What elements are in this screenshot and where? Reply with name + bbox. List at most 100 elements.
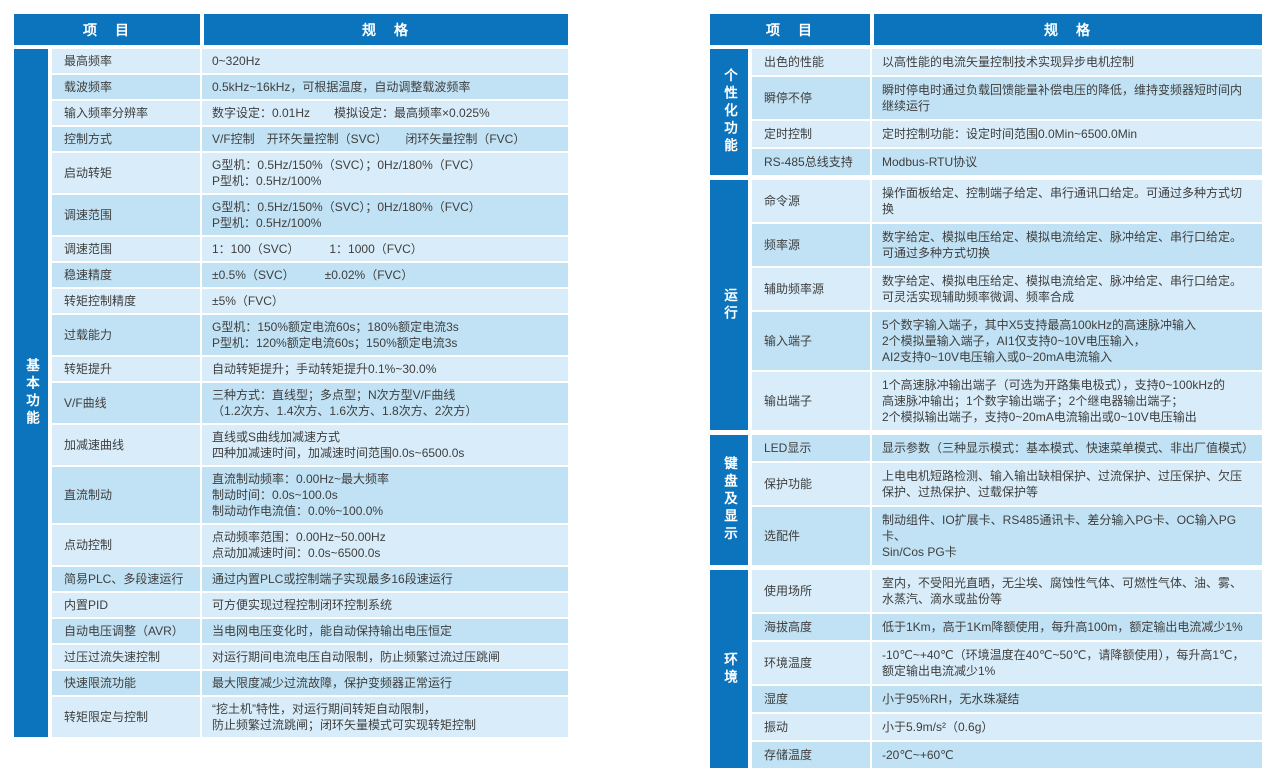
spec-cell: 1：100（SVC） 1：1000（FVC） xyxy=(202,237,568,261)
spec-cell: Modbus-RTU协议 xyxy=(872,149,1262,175)
spec-cell: 数字给定、模拟电压给定、模拟电流给定、脉冲给定、串行口给定。 可灵活实现辅助频率微… xyxy=(872,268,1262,310)
item-cell: 转矩提升 xyxy=(52,357,200,381)
spec-cell: 低于1Km，高于1Km降额使用，每升高100m，额定输出电流减少1% xyxy=(872,614,1262,640)
spec-line: （1.2次方、1.4次方、1.6次方、1.8次方、2次方） xyxy=(212,404,478,418)
spec-cell: 以高性能的电流矢量控制技术实现异步电机控制 xyxy=(872,49,1262,75)
spec-line: 上电电机短路检测、输入输出缺相保护、过流保护、过压保护、欠压 xyxy=(882,469,1243,483)
spec-line: G型机：0.5Hz/150%（SVC）；0Hz/180%（FVC） xyxy=(212,158,481,172)
item-cell: 振动 xyxy=(752,714,870,740)
item-cell: 频率源 xyxy=(752,224,870,266)
item-cell: 输出端子 xyxy=(752,372,870,430)
item-cell: 载波频率 xyxy=(52,75,200,99)
spec-line: G型机：150%额定电流60s；180%额定电流3s xyxy=(212,320,459,334)
spec-line: 四种加减速时间，加减速时间范围0.0s~6500.0s xyxy=(212,446,465,460)
spec-group: 键盘及显示 LED显示 显示参数（三种显示模式：基本模式、快速菜单模式、非出厂值模式… xyxy=(710,435,1262,565)
spec-line: 小于95%RH，无水珠凝结 xyxy=(882,692,1020,706)
spec-line: AI2支持0~10V电压输入或0~20mA电流输入 xyxy=(882,350,1113,364)
spec-line: 可灵活实现辅助频率微调、频率合成 xyxy=(882,290,1075,304)
spec-cell: 对运行期间电流电压自动限制，防止频繁过流过压跳闸 xyxy=(202,645,568,669)
item-cell: 定时控制 xyxy=(752,121,870,147)
spec-line: 自动转矩提升；手动转矩提升0.1%~30.0% xyxy=(212,362,437,376)
spec-line: 数字给定、模拟电压给定、模拟电流给定、脉冲给定、串行口给定。 xyxy=(882,274,1243,288)
spec-rows: 使用场所 室内，不受阳光直晒，无尘埃、腐蚀性气体、可燃性气体、油、雾、 水蒸汽、滴水… xyxy=(752,570,1262,768)
item-cell: 输入端子 xyxy=(752,312,870,370)
spec-line: 制动时间：0.0s~100.0s xyxy=(212,488,338,502)
spec-line: P型机：0.5Hz/100% xyxy=(212,174,322,188)
item-cell: 过压过流失速控制 xyxy=(52,645,200,669)
spec-line: 通过内置PLC或控制端子实现最多16段速运行 xyxy=(212,572,453,586)
spec-cell: ±0.5%（SVC） ±0.02%（FVC） xyxy=(202,263,568,287)
spec-line: 制动动作电流值：0.0%~100.0% xyxy=(212,504,384,518)
item-cell: 转矩限定与控制 xyxy=(52,697,200,737)
item-cell: 启动转矩 xyxy=(52,153,200,193)
item-cell: LED显示 xyxy=(752,435,870,461)
table-body: 个性化功能 出色的性能 以高性能的电流矢量控制技术实现异步电机控制 瞬停不停 瞬时停电时… xyxy=(710,49,1262,768)
spec-line: 制动组件、IO扩展卡、RS485通讯卡、差分输入PG卡、OC输入PG卡、 xyxy=(882,513,1237,543)
spec-cell: 点动频率范围：0.00Hz~50.00Hz 点动加减速时间：0.0s~6500.0… xyxy=(202,525,568,565)
spec-cell: 自动转矩提升；手动转矩提升0.1%~30.0% xyxy=(202,357,568,381)
item-cell: 加减速曲线 xyxy=(52,425,200,465)
spec-line: 1个高速脉冲输出端子（可选为开路集电极式），支持0~100kHz的 xyxy=(882,378,1226,392)
item-cell: 瞬停不停 xyxy=(752,77,870,119)
header-item: 项 目 xyxy=(710,14,870,45)
header-item: 项 目 xyxy=(14,14,200,45)
spec-line: 0.5kHz~16kHz，可根据温度，自动调整载波频率 xyxy=(212,80,471,94)
spec-cell: 制动组件、IO扩展卡、RS485通讯卡、差分输入PG卡、OC输入PG卡、 Sin/… xyxy=(872,507,1262,565)
item-cell: 点动控制 xyxy=(52,525,200,565)
table-body: 基本功能 最高频率 0~320Hz 载波频率 0.5kHz~16kHz，可根据温度，自动… xyxy=(14,49,568,737)
item-cell: 命令源 xyxy=(752,180,870,222)
spec-cell: G型机：0.5Hz/150%（SVC）；0Hz/180%（FVC） P型机：0.5… xyxy=(202,195,568,235)
spec-line: 继续运行 xyxy=(882,99,931,113)
item-cell: 辅助频率源 xyxy=(752,268,870,310)
item-cell: 输入频率分辨率 xyxy=(52,101,200,125)
spec-cell: 显示参数（三种显示模式：基本模式、快速菜单模式、非出厂值模式） xyxy=(872,435,1262,461)
item-cell: 自动电压调整（AVR） xyxy=(52,619,200,643)
item-cell: 快速限流功能 xyxy=(52,671,200,695)
item-cell: 使用场所 xyxy=(752,570,870,612)
item-cell: 转矩控制精度 xyxy=(52,289,200,313)
spec-line: 2个模拟输出端子，支持0~20mA电流输出或0~10V电压输出 xyxy=(882,410,1197,424)
category-label: 个性化功能 xyxy=(710,49,748,175)
spec-line: 额定输出电流减少1% xyxy=(882,664,996,678)
spec-line: 2个模拟量输入端子，AI1仅支持0~10V电压输入， xyxy=(882,334,1146,348)
spec-line: 直流制动频率：0.00Hz~最大频率 xyxy=(212,472,390,486)
item-cell: V/F曲线 xyxy=(52,383,200,423)
spec-line: V/F控制 开环矢量控制（SVC） 闭环矢量控制（FVC） xyxy=(212,132,526,146)
spec-line: 当电网电压变化时，能自动保持输出电压恒定 xyxy=(212,624,453,638)
spec-cell: V/F控制 开环矢量控制（SVC） 闭环矢量控制（FVC） xyxy=(202,127,568,151)
spec-table-basic-functions: 项 目 规 格 基本功能 最高频率 0~320Hz 载波频率 0.5kHz~16kHz，… xyxy=(14,14,568,737)
category-label: 键盘及显示 xyxy=(710,435,748,565)
spec-line: Modbus-RTU协议 xyxy=(882,155,978,169)
spec-line: 直线或S曲线加减速方式 xyxy=(212,430,341,444)
item-cell: RS-485总线支持 xyxy=(752,149,870,175)
item-cell: 简易PLC、多段速运行 xyxy=(52,567,200,591)
spec-rows: 命令源 操作面板给定、控制端子给定、串行通讯口给定。可通过多种方式切换 频率源 数字给… xyxy=(752,180,1262,430)
spec-line: 数字设定：0.01Hz 模拟设定：最高频率×0.025% xyxy=(212,106,490,120)
spec-cell: 5个数字输入端子，其中X5支持最高100kHz的高速脉冲输入 2个模拟量输入端子，… xyxy=(872,312,1262,370)
table-header: 项 目 规 格 xyxy=(14,14,568,45)
item-cell: 稳速精度 xyxy=(52,263,200,287)
spec-line: 水蒸汽、滴水或盐份等 xyxy=(882,592,1003,606)
spec-cell: 通过内置PLC或控制端子实现最多16段速运行 xyxy=(202,567,568,591)
category-label: 基本功能 xyxy=(14,49,48,737)
spec-cell: 当电网电压变化时，能自动保持输出电压恒定 xyxy=(202,619,568,643)
header-spec: 规 格 xyxy=(874,14,1262,45)
spec-line: 小于5.9m/s²（0.6g） xyxy=(882,720,994,734)
category-label: 环境 xyxy=(710,570,748,768)
item-cell: 选配件 xyxy=(752,507,870,565)
spec-line: 点动加减速时间：0.0s~6500.0s xyxy=(212,546,381,560)
spec-line: 操作面板给定、控制端子给定、串行通讯口给定。可通过多种方式切换 xyxy=(882,186,1243,216)
spec-line: 1：100（SVC） 1：1000（FVC） xyxy=(212,242,423,256)
spec-rows: 最高频率 0~320Hz 载波频率 0.5kHz~16kHz，可根据温度，自动调整载波… xyxy=(52,49,568,737)
category-label: 运行 xyxy=(710,180,748,430)
spec-cell: 直流制动频率：0.00Hz~最大频率 制动时间：0.0s~100.0s 制动动作电流… xyxy=(202,467,568,523)
item-cell: 海拔高度 xyxy=(752,614,870,640)
spec-cell: 最大限度减少过流故障，保护变频器正常运行 xyxy=(202,671,568,695)
spec-line: 保护、过热保护、过载保护等 xyxy=(882,485,1039,499)
spec-cell: 0~320Hz xyxy=(202,49,568,73)
spec-line: 定时控制功能：设定时间范围0.0Min~6500.0Min xyxy=(882,127,1138,141)
spec-line: 0~320Hz xyxy=(212,54,261,68)
spec-group: 环境 使用场所 室内，不受阳光直晒，无尘埃、腐蚀性气体、可燃性气体、油、雾、 水蒸汽、… xyxy=(710,570,1262,768)
spec-line: 室内，不受阳光直晒，无尘埃、腐蚀性气体、可燃性气体、油、雾、 xyxy=(882,576,1243,590)
spec-line: 对运行期间电流电压自动限制，防止频繁过流过压跳闸 xyxy=(212,650,501,664)
